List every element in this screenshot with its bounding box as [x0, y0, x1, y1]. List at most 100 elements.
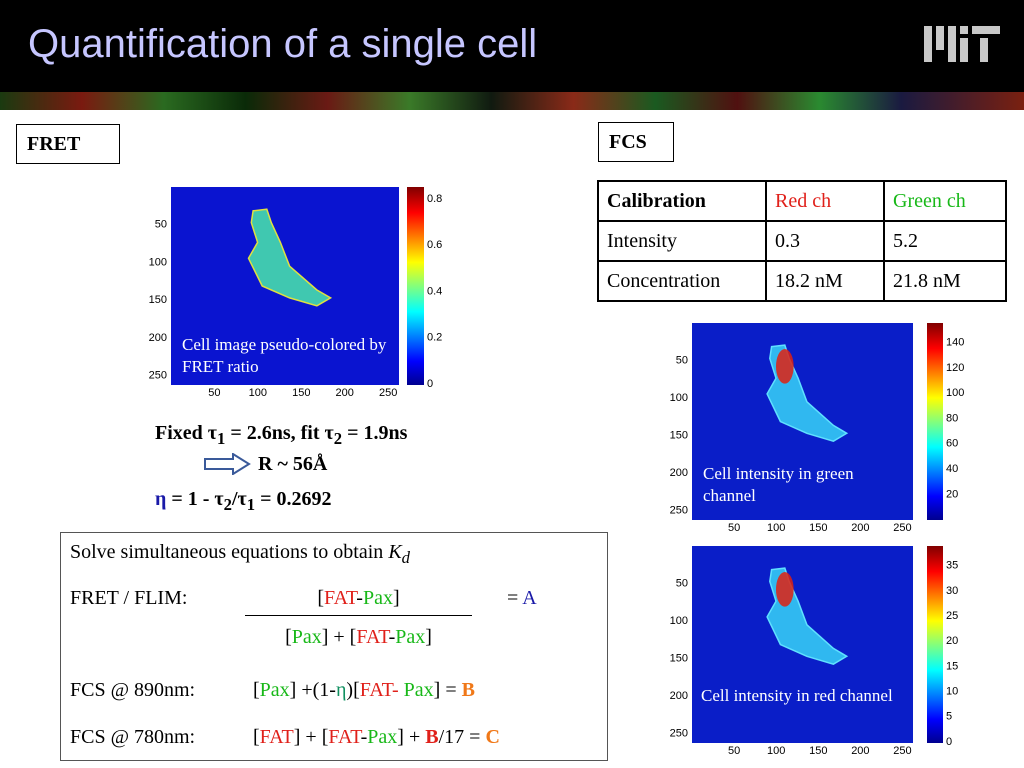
- text: Pax: [362, 587, 393, 609]
- text: [: [285, 626, 292, 648]
- text: FAT: [328, 726, 361, 748]
- y-tick-label: 150: [149, 294, 167, 306]
- table-cell: Concentration: [597, 260, 767, 302]
- text: -: [356, 587, 363, 609]
- text: FAT: [359, 679, 392, 701]
- colorbar-tick-label: 0.4: [427, 285, 442, 297]
- text: C: [485, 726, 500, 748]
- image-caption: Cell image pseudo-colored by FRET ratio: [182, 335, 387, 376]
- equation: [FAT] + [FAT-Pax] + B/17 = C: [253, 726, 500, 749]
- x-tick-label: 150: [292, 387, 310, 399]
- text: K: [388, 541, 402, 563]
- text: [: [317, 587, 325, 609]
- equation-rhs: = A: [507, 587, 537, 610]
- y-tick-label: 250: [670, 728, 688, 740]
- y-tick-label: 250: [670, 505, 688, 517]
- y-tick-label: 200: [149, 332, 167, 344]
- text: η: [155, 488, 167, 510]
- colorbar-tick-label: 0.8: [427, 193, 442, 205]
- colorbar-tick-label: 35: [946, 560, 958, 572]
- mit-logo: [924, 26, 1000, 62]
- x-tick-label: 200: [851, 745, 869, 757]
- colorbar-tick-label: 0.2: [427, 332, 442, 344]
- text: 2: [333, 429, 343, 448]
- colorbar: [407, 187, 424, 385]
- y-tick-label: 100: [670, 392, 688, 404]
- text: )[: [346, 679, 360, 701]
- text: Fixed τ: [155, 422, 217, 444]
- table-cell: 18.2 nM: [765, 260, 885, 302]
- text: -: [391, 679, 404, 701]
- equation: [Pax] +(1-η)[FAT- Pax] = B: [253, 679, 475, 702]
- tau-line: Fixed τ1 = 2.6ns, fit τ2 = 1.9ns: [155, 422, 407, 449]
- text: [: [253, 726, 260, 748]
- y-tick-label: 200: [670, 690, 688, 702]
- equation-label: FCS @ 780nm:: [70, 726, 196, 748]
- text: 1: [246, 495, 256, 514]
- text: ] + [: [321, 626, 357, 648]
- text: = 1 - τ: [166, 488, 224, 510]
- colorbar-tick-label: 20: [946, 635, 958, 647]
- x-tick-label: 100: [767, 745, 785, 757]
- fcs-label: FCS: [598, 122, 674, 162]
- text: Solve simultaneous equations to obtain: [70, 541, 389, 563]
- fret-label: FRET: [16, 124, 120, 164]
- x-tick-label: 150: [809, 745, 827, 757]
- colorbar-tick-label: 25: [946, 610, 958, 622]
- x-tick-label: 200: [336, 387, 354, 399]
- equations-heading: Solve simultaneous equations to obtain K…: [70, 541, 410, 568]
- text: 1: [217, 429, 226, 448]
- colorbar: [927, 546, 943, 743]
- image-caption: Cell intensity in green channel: [703, 464, 854, 505]
- colorbar-tick-label: 20: [946, 488, 958, 500]
- x-tick-label: 250: [893, 522, 911, 534]
- colorbar-tick-label: 10: [946, 686, 958, 698]
- table-row: Calibration Red ch Green ch: [597, 180, 1007, 222]
- y-tick-label: 50: [155, 219, 167, 231]
- text: ]: [425, 626, 432, 648]
- colorbar-tick-label: 40: [946, 463, 958, 475]
- cell: [247, 208, 333, 307]
- text: ]: [392, 587, 400, 609]
- denominator: [Pax] + [FAT-Pax]: [245, 626, 472, 649]
- colorbar-tick-label: 140: [946, 337, 964, 349]
- image-strip: [0, 92, 1024, 110]
- text: Pax: [259, 679, 290, 701]
- x-tick-label: 100: [767, 522, 785, 534]
- table-cell: Red ch: [765, 180, 885, 222]
- text: Pax: [395, 626, 426, 648]
- cell-core: [775, 349, 794, 384]
- text: B: [425, 726, 439, 748]
- y-tick-label: 150: [670, 652, 688, 664]
- y-tick-label: 200: [670, 467, 688, 479]
- x-tick-label: 50: [728, 522, 740, 534]
- colorbar-tick-label: 0: [946, 736, 952, 748]
- table-cell: 5.2: [883, 220, 1007, 262]
- text: Pax: [291, 626, 322, 648]
- text: ] =: [433, 679, 462, 701]
- slide-title: Quantification of a single cell: [28, 22, 538, 66]
- text: Pax: [403, 679, 434, 701]
- x-tick-label: 150: [809, 522, 827, 534]
- text: B: [461, 679, 475, 701]
- colorbar: [927, 323, 943, 520]
- eta-line: η = 1 - τ2/τ1 = 0.2692: [155, 488, 331, 515]
- y-tick-label: 100: [670, 615, 688, 627]
- calibration-table: Calibration Red ch Green ch Intensity 0.…: [597, 180, 1007, 302]
- y-tick-label: 100: [149, 256, 167, 268]
- y-tick-label: 50: [676, 354, 688, 366]
- x-tick-label: 100: [249, 387, 267, 399]
- text: FAT: [259, 726, 294, 748]
- table-cell: Intensity: [597, 220, 767, 262]
- equation-label: FRET / FLIM:: [70, 587, 188, 609]
- text: /τ: [231, 488, 247, 510]
- y-tick-label: 50: [676, 577, 688, 589]
- text: FAT: [356, 626, 389, 648]
- text: A: [522, 587, 537, 609]
- y-tick-label: 250: [149, 369, 167, 381]
- colorbar-tick-label: 5: [946, 711, 952, 723]
- table-cell: Green ch: [883, 180, 1007, 222]
- text: [: [253, 679, 260, 701]
